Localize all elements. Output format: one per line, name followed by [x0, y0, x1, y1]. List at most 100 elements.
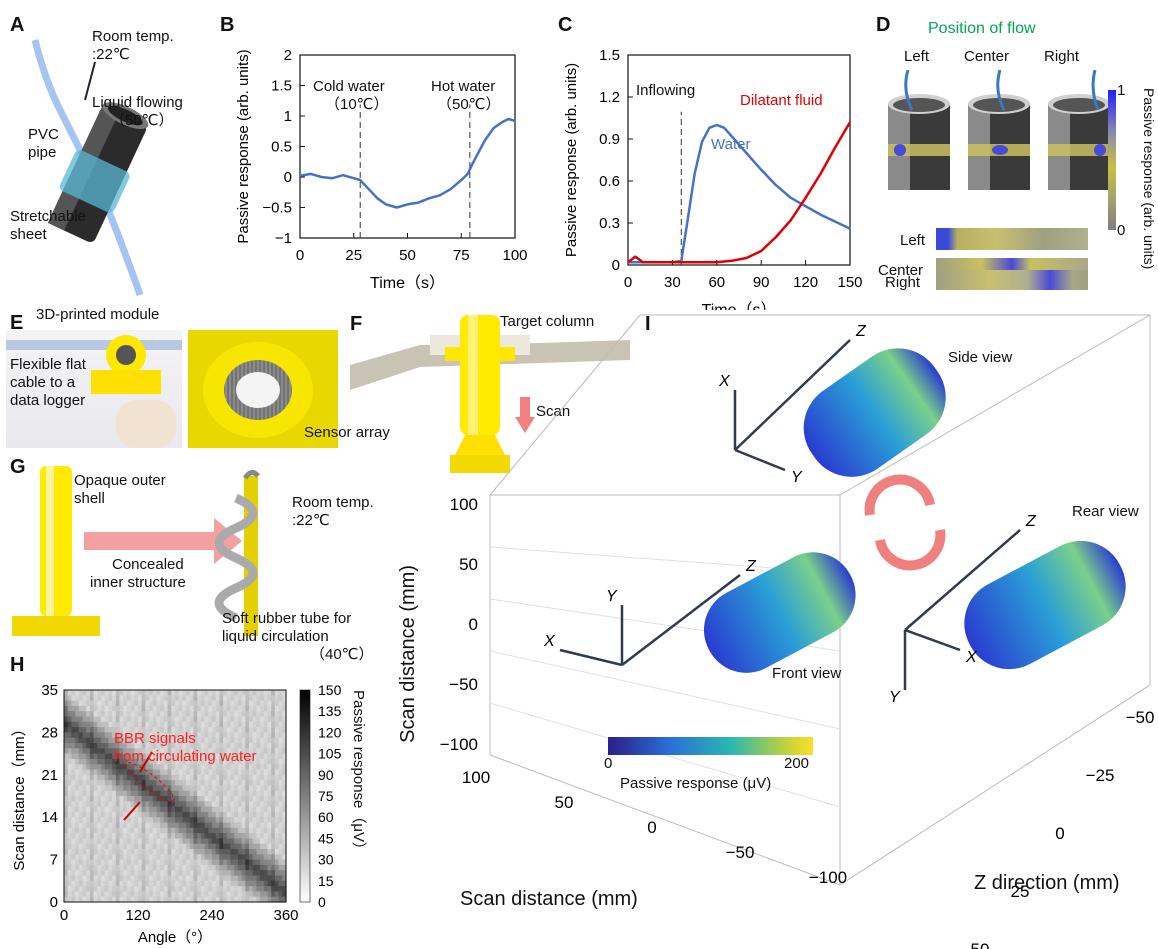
heatmap-cell: [197, 790, 202, 797]
heatmap-cell: [212, 854, 217, 861]
heatmap-cell: [163, 748, 169, 755]
heatmap-cell: [260, 711, 265, 718]
heatmap-cell: [167, 806, 172, 813]
heatmap-cell: [93, 854, 98, 861]
heatmap-cell: [145, 790, 150, 797]
heatmap-cell: [175, 748, 180, 755]
heatmap-cell: [263, 854, 269, 861]
heatmap-cell: [108, 817, 113, 824]
heatmap-cell: [167, 886, 172, 892]
heatmap-cell: [182, 727, 187, 733]
heatmap-cell: [208, 811, 213, 818]
heatmap-cell: [67, 796, 72, 802]
heatmap-cell: [145, 727, 150, 733]
heatmap-cell: [223, 780, 228, 786]
heatmap-cell: [104, 833, 109, 839]
strip-left: [936, 228, 1088, 250]
heatmap-cell: [182, 748, 187, 755]
heatmap-cell: [112, 827, 117, 834]
heatmap-cell: [64, 864, 69, 871]
heatmap-cell: [163, 859, 169, 866]
h-colorbar-tick: 120: [318, 724, 342, 740]
heatmap-cell: [256, 716, 261, 723]
heatmap-cell: [138, 891, 143, 898]
heatmap-cell: [249, 854, 254, 861]
grid-line: [489, 650, 841, 730]
heatmap-cell: [97, 896, 102, 903]
heatmap-cell: [64, 737, 69, 744]
heatmap-cell: [274, 753, 280, 760]
heatmap-cell: [130, 880, 135, 887]
heatmap-cell: [78, 705, 84, 712]
heatmap-cell: [263, 695, 269, 702]
heatmap-cell: [149, 727, 154, 733]
heatmap-cell: [186, 859, 191, 866]
heatmap-cell: [115, 827, 121, 834]
heatmap-cell: [71, 880, 76, 887]
heatmap-cell: [149, 785, 154, 792]
heatmap-cell: [212, 690, 217, 696]
heatmap-cell: [149, 880, 154, 887]
heatmap-cell: [64, 758, 69, 765]
heatmap-cell: [178, 711, 183, 718]
heatmap-cell: [208, 785, 213, 792]
heatmap-cell: [215, 875, 220, 882]
heatmap-cell: [112, 891, 117, 898]
triad-label: X: [543, 633, 556, 650]
heatmap-cell: [267, 785, 272, 792]
heatmap-cell: [271, 833, 276, 839]
heatmap-cell: [274, 838, 280, 845]
heatmap-cell: [189, 732, 195, 739]
heatmap-cell: [175, 859, 180, 866]
colorbar-d: [1108, 90, 1116, 230]
y-tick-label: 14: [41, 809, 58, 826]
heatmap-cell: [156, 753, 161, 760]
heatmap-cell: [167, 732, 172, 739]
heatmap-cell: [138, 753, 143, 760]
triad-axis: [904, 529, 1021, 631]
heatmap-cell: [171, 721, 176, 728]
heatmap-cell: [234, 727, 239, 733]
heatmap-cell: [64, 711, 69, 718]
panel-a: A Room temp. :22℃ Liquid flowing （50℃） P…: [0, 0, 220, 310]
heatmap-cell: [126, 690, 132, 696]
heatmap-cell: [167, 769, 172, 776]
heatmap-cell: [97, 732, 102, 739]
heatmap-cell: [156, 886, 161, 892]
heatmap-cell: [252, 880, 257, 887]
heatmap-cell: [256, 822, 261, 829]
heatmap-cell: [178, 886, 183, 892]
heatmap-cell: [160, 827, 165, 834]
heatmap-cell: [241, 880, 246, 887]
heatmap-cell: [193, 700, 198, 707]
heatmap-cell: [64, 780, 69, 786]
heatmap-cell: [160, 753, 165, 760]
heatmap-cell: [245, 822, 250, 829]
heatmap-cell: [67, 695, 72, 702]
heatmap-cell: [134, 790, 139, 797]
heatmap-cell: [171, 796, 176, 802]
heatmap-cell: [193, 721, 198, 728]
heatmap-cell: [167, 737, 172, 744]
heatmap-cell: [171, 822, 176, 829]
heatmap-cell: [149, 870, 154, 877]
heatmap-cell: [178, 822, 183, 829]
heatmap-cell: [115, 790, 121, 797]
heatmap-cell: [167, 748, 172, 755]
heatmap-cell: [260, 764, 265, 771]
chart-b: 0 25 50 75 10021.510.50−0.5−1Time（s）Passive …: [235, 47, 528, 292]
heatmap-cell: [101, 833, 106, 839]
heatmap-cell: [197, 870, 202, 877]
heatmap-cell: [93, 753, 98, 760]
heatmap-cell: [67, 811, 72, 818]
heatmap-cell: [119, 780, 124, 786]
heatmap-cell: [245, 859, 250, 866]
heatmap-cell: [115, 727, 121, 733]
heatmap-cell: [278, 790, 283, 797]
heatmap-cell: [241, 896, 246, 903]
heatmap-cell: [212, 849, 217, 855]
heatmap-cell: [64, 727, 69, 733]
rotate-arrow: [864, 474, 935, 516]
heatmap-cell: [167, 716, 172, 723]
heatmap-cell: [267, 737, 272, 744]
